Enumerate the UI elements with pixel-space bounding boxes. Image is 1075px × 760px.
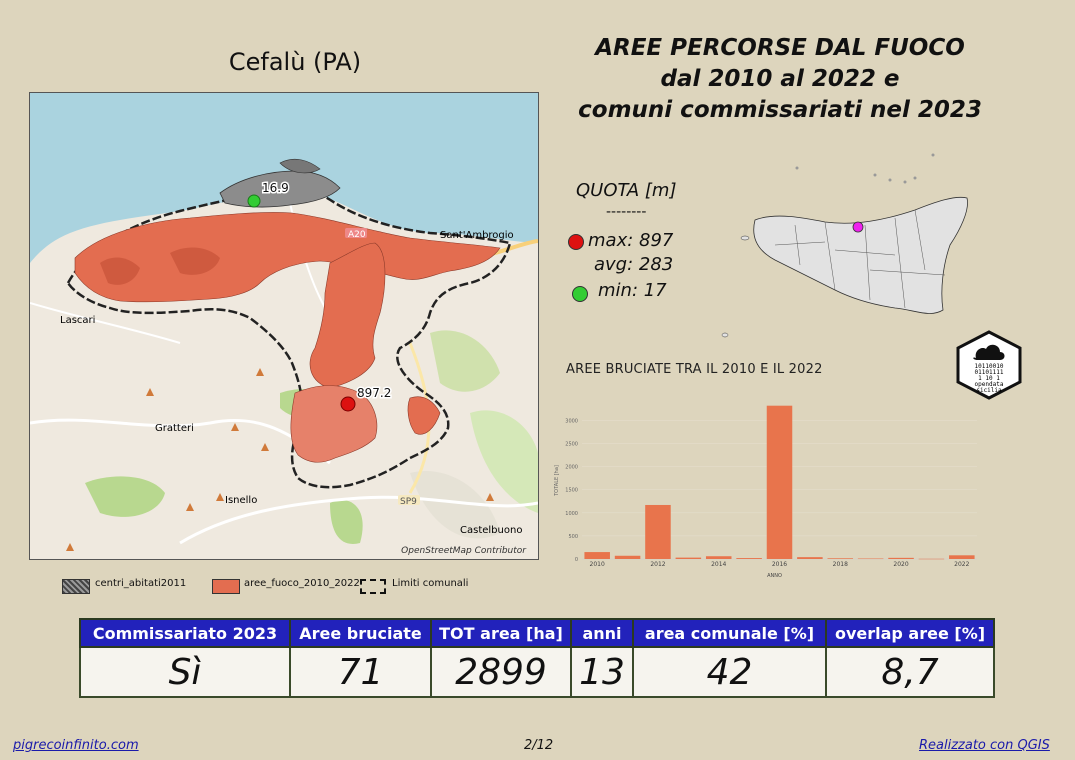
max-elevation-label: 897.2 xyxy=(357,386,391,400)
header-anni: anni xyxy=(570,618,634,648)
chart-title: AREE BRUCIATE TRA IL 2010 E IL 2022 xyxy=(566,362,823,377)
municipality-map[interactable]: A20 SP9 Lascari Gratteri Isnello Castelb… xyxy=(29,92,539,560)
place-label-castelbuono: Castelbuono xyxy=(460,525,522,536)
elevation-header: QUOTA [m] xyxy=(576,180,677,201)
footer-page-number: 2/12 xyxy=(524,738,554,753)
burnt-area-chart: 0 500 1000 1500 2000 2500 3000 TOTALE [ha] 2010 2… xyxy=(554,405,977,579)
value-commissariato: Sì xyxy=(79,646,291,698)
chart-bar xyxy=(584,552,610,559)
chart-bar xyxy=(857,558,884,560)
summary-value-row: Sì 71 2899 13 42 8,7 xyxy=(79,646,995,698)
min-elevation-label: 16.9 xyxy=(262,181,289,195)
footer-qgis-link[interactable]: Realizzato con QGIS xyxy=(919,738,1050,753)
legend-label-urban: centri_abitati2011 xyxy=(95,578,187,589)
chart-y-tick-label: 3000 xyxy=(565,418,578,424)
place-label-santambrogio: Sant'Ambrogio xyxy=(440,230,514,241)
map-canvas: A20 SP9 Lascari Gratteri Isnello Castelb… xyxy=(30,93,538,559)
header-overlap: overlap aree [%] xyxy=(825,618,995,648)
legend-swatch-boundary xyxy=(360,579,386,594)
elevation-max: max: 897 xyxy=(588,230,674,251)
logo-text-2: sicilia xyxy=(976,387,1002,394)
opendata-sicilia-logo: 10110010 01101111 1 10 1 opendata sicili… xyxy=(956,330,1022,400)
title-line-3: comuni commissariati nel 2023 xyxy=(578,97,982,123)
header-aree-bruciate: Aree bruciate xyxy=(289,618,432,648)
municipality-location-marker xyxy=(852,221,864,233)
place-label-lascari: Lascari xyxy=(60,315,95,326)
chart-bar xyxy=(918,558,945,560)
legend-swatch-fire xyxy=(212,579,240,594)
chart-bar xyxy=(949,555,975,559)
legend-swatch-urban xyxy=(62,579,90,594)
chart-bar xyxy=(888,557,914,559)
value-area-comunale: 42 xyxy=(632,646,827,698)
chart-x-tick-label: 2016 xyxy=(772,561,787,568)
value-overlap: 8,7 xyxy=(825,646,995,698)
municipality-title: Cefalù (PA) xyxy=(228,48,362,76)
summary-header-row: Commissariato 2023 Aree bruciate TOT are… xyxy=(79,618,995,648)
title-line-1: AREE PERCORSE DAL FUOCO xyxy=(595,35,965,61)
chart-bar xyxy=(675,557,702,559)
min-dot-icon xyxy=(572,286,588,302)
road-label-sp9: SP9 xyxy=(400,497,417,507)
logo-bits-3: 1 10 1 xyxy=(978,375,1000,382)
header-commissariato: Commissariato 2023 xyxy=(79,618,291,648)
main-title: AREE PERCORSE DAL FUOCO dal 2010 al 2022… xyxy=(560,33,1000,126)
chart-y-tick-label: 0 xyxy=(575,557,578,563)
header-area-comunale: area comunale [%] xyxy=(632,618,827,648)
chart-y-tick-label: 2500 xyxy=(565,442,578,448)
chart-y-tick-label: 1500 xyxy=(565,488,578,494)
chart-y-tick-label: 2000 xyxy=(565,465,578,471)
chart-x-tick-label: 2012 xyxy=(650,561,665,568)
chart-bar xyxy=(827,558,854,559)
max-elevation-marker xyxy=(340,396,356,412)
chart-y-axis-label: TOTALE [ha] xyxy=(554,465,560,497)
chart-x-tick-label: 2022 xyxy=(954,561,969,568)
sicily-locator-map xyxy=(721,153,968,338)
min-elevation-marker xyxy=(247,194,261,208)
chart-bar xyxy=(614,555,641,559)
value-tot-area: 2899 xyxy=(430,646,572,698)
chart-x-tick-label: 2018 xyxy=(833,561,848,568)
footer-site-link[interactable]: pigrecoinfinito.com xyxy=(13,738,139,753)
chart-x-axis-label: ANNO xyxy=(767,573,782,579)
chart-x-tick-label: 2020 xyxy=(893,561,908,568)
chart-bar xyxy=(797,557,823,559)
elevation-separator: -------- xyxy=(606,204,647,220)
map-attribution: OpenStreetMap Contributor xyxy=(401,546,526,556)
legend-label-boundary: Limiti comunali xyxy=(392,578,469,589)
value-aree-bruciate: 71 xyxy=(289,646,432,698)
chart-bar xyxy=(645,504,671,559)
elevation-avg: avg: 283 xyxy=(594,254,674,275)
elevation-min: min: 17 xyxy=(598,280,667,301)
value-anni: 13 xyxy=(570,646,634,698)
logo-bits-2: 01101111 xyxy=(975,369,1004,376)
chart-bar xyxy=(705,556,732,559)
road-shield-a20 xyxy=(345,228,367,238)
chart-y-tick-label: 1000 xyxy=(565,511,578,517)
title-line-2: dal 2010 al 2022 e xyxy=(660,66,900,92)
chart-x-tick-label: 2010 xyxy=(590,561,605,568)
logo-bits-1: 10110010 xyxy=(975,363,1004,370)
chart-bar xyxy=(736,558,762,559)
chart-bar xyxy=(766,405,793,559)
chart-y-tick-label: 500 xyxy=(568,534,578,540)
summary-table: Commissariato 2023 Aree bruciate TOT are… xyxy=(79,618,995,698)
place-label-gratteri: Gratteri xyxy=(155,423,194,434)
max-dot-icon xyxy=(568,234,584,250)
road-label-a20: A20 xyxy=(348,230,366,240)
legend-label-fire: aree_fuoco_2010_2022 xyxy=(244,578,360,589)
chart-x-tick-label: 2014 xyxy=(711,561,726,568)
logo-text-1: opendata xyxy=(975,381,1004,388)
place-label-isnello: Isnello xyxy=(225,495,257,506)
header-tot-area: TOT area [ha] xyxy=(430,618,572,648)
